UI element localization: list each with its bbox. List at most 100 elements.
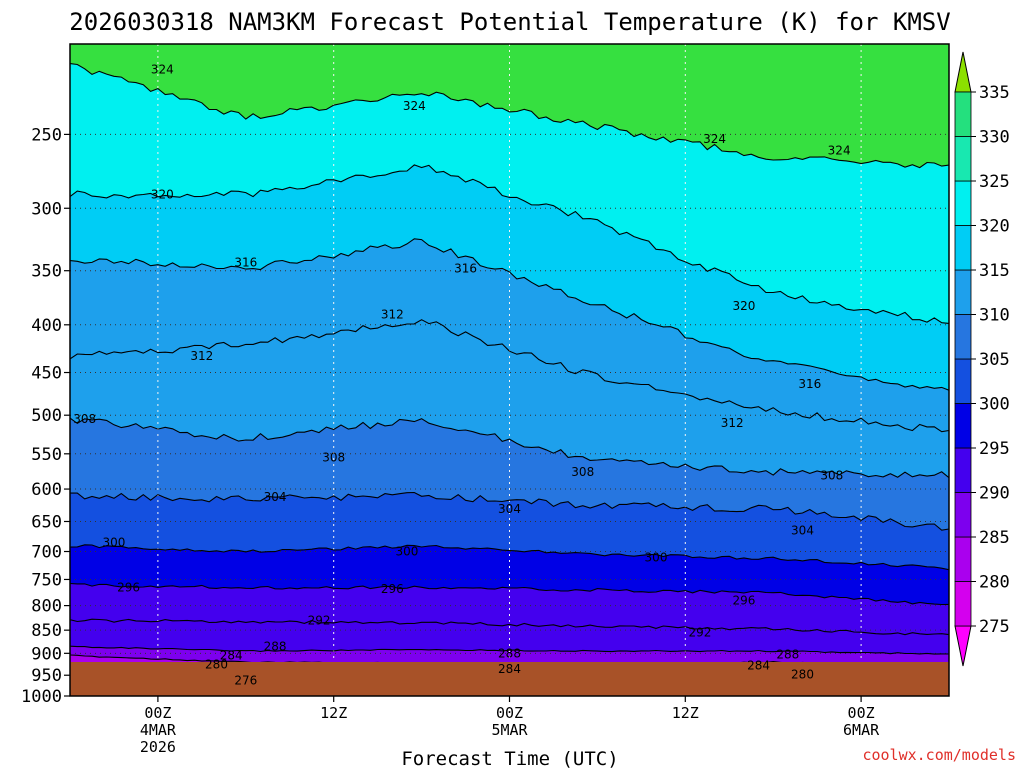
x-tick-label-6-0: 00Z [144,704,171,722]
x-tick-label-6-2: 2026 [140,738,176,756]
isentrope-292 [70,618,949,636]
y-tick-label-600: 600 [31,480,62,500]
colorbar-label-275: 275 [979,617,1010,637]
isentrope-300 [70,544,949,571]
isentrope-288 [70,645,949,655]
grid-lines [70,44,949,696]
contour-label-308: 308 [322,450,345,464]
colorbar-swatch-330 [954,91,972,137]
contour-label-324: 324 [403,99,426,113]
contour-label-300: 300 [645,550,668,564]
contour-label-280: 280 [791,667,814,681]
y-tick-label-250: 250 [31,125,62,145]
colorbar-swatch-275 [954,581,972,627]
contour-label-284: 284 [747,659,770,673]
contour-label-304: 304 [498,502,521,516]
colorbar-label-290: 290 [979,484,1010,504]
colorbar-swatch-300 [954,358,972,404]
contour-label-312: 312 [190,349,213,363]
contour-label-316: 316 [454,261,477,275]
y-tick-label-850: 850 [31,621,62,641]
colorbar-swatch-305 [954,314,972,360]
y-tick-label-650: 650 [31,512,62,532]
isentrope-320 [70,164,949,324]
colorbar-swatch-315 [954,225,972,271]
contour-label-280: 280 [205,657,228,671]
y-tick-label-950: 950 [31,666,62,686]
contour-label-296: 296 [732,594,755,608]
x-tick-label-30-1: 5MAR [491,721,528,739]
contour-label-292: 292 [688,626,711,640]
y-tick-label-450: 450 [31,364,62,384]
contour-label-324: 324 [151,63,174,77]
y-tick-label-900: 900 [31,644,62,664]
contour-label-308: 308 [571,465,594,479]
contour-label-288: 288 [776,648,799,662]
colorbar-label-320: 320 [979,217,1010,237]
plot-area: 324 324 324 324 320 320 316 316 316 312 312 312 308 3… [70,44,949,696]
colorbar-swatch-310 [954,269,972,315]
x-tick-label-6-1: 4MAR [140,721,177,739]
contour-labels: 324 324 324 324 320 320 316 316 316 312 312 312 308 3… [73,63,850,688]
contour-label-276: 276 [234,673,257,687]
chart-title: 2026030318 NAM3KM Forecast Potential Tem… [69,8,950,36]
contour-label-308: 308 [820,468,843,482]
contour-label-308: 308 [73,412,96,426]
y-tick-label-800: 800 [31,597,62,617]
contour-label-296: 296 [117,580,140,594]
x-axis-label: Forecast Time (UTC) [401,748,618,768]
contour-label-316: 316 [234,256,257,270]
y-tick-label-750: 750 [31,570,62,590]
colorbar-swatch-285 [954,492,972,538]
contour-label-316: 316 [798,377,821,391]
colorbar-label-330: 330 [979,128,1010,148]
contour-label-300: 300 [102,536,125,550]
y-tick-label-350: 350 [31,262,62,282]
colorbar-swatch-280 [954,536,972,582]
contour-label-304: 304 [264,490,287,504]
x-tick-label-54-0: 00Z [848,704,875,722]
x-tick-label-18-0: 12Z [320,704,347,722]
y-tick-label-1000: 1000 [21,687,62,707]
contour-label-312: 312 [721,416,744,430]
isentrope-296 [70,582,949,606]
y-tick-label-300: 300 [31,199,62,219]
contour-label-320: 320 [732,299,755,313]
colorbar-swatch-320 [954,180,972,226]
ground-below-surface [70,662,949,696]
isentrope-316 [70,238,949,391]
colorbar-label-335: 335 [979,83,1010,103]
y-tick-label-500: 500 [31,406,62,426]
contour-label-284: 284 [498,662,521,676]
colorbar-label-305: 305 [979,350,1010,370]
contour-label-304: 304 [791,524,814,538]
colorbar-swatch-295 [954,403,972,449]
contour-label-320: 320 [151,188,174,202]
credit-text: coolwx.com/models [862,746,1016,764]
colorbar-label-310: 310 [979,306,1010,326]
isentrope-312 [70,319,949,433]
y-tick-label-700: 700 [31,543,62,563]
contour-label-312: 312 [381,308,404,322]
x-tick-label-42-0: 12Z [672,704,699,722]
isentrope-308 [70,417,949,479]
colorbar-swatch-325 [954,136,972,182]
colorbar-label-280: 280 [979,573,1010,593]
contour-label-288: 288 [498,646,521,660]
isentrope-304 [70,491,949,531]
colorbar-label-300: 300 [979,395,1010,415]
contour-label-288: 288 [264,640,287,654]
contour-label-324: 324 [828,143,851,157]
x-tick-label-54-1: 6MAR [843,721,880,739]
y-axis: 250 300 350 400 450 500 550 600 650 700 750 800 850 9… [21,125,70,707]
contour-label-324: 324 [703,132,726,146]
isentrope-324 [70,63,949,169]
contour-label-300: 300 [395,545,418,559]
colorbar-label-315: 315 [979,261,1010,281]
contour-label-296: 296 [381,582,404,596]
colorbar-min-arrow [954,625,972,667]
colorbar-label-325: 325 [979,172,1010,192]
x-tick-label-30-0: 00Z [496,704,523,722]
y-tick-label-550: 550 [31,445,62,465]
